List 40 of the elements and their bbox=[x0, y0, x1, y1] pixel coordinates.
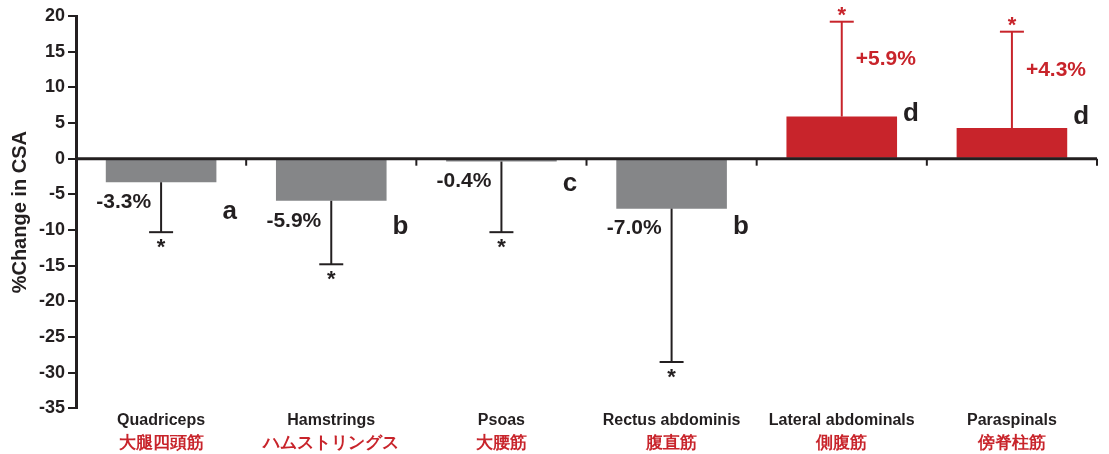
annotation: a bbox=[222, 195, 238, 226]
bar bbox=[275, 159, 387, 201]
data-label: -5.9% bbox=[266, 207, 322, 231]
y-tick-label: 15 bbox=[44, 40, 66, 61]
y-tick-label: -10 bbox=[39, 219, 66, 240]
y-tick-label: -30 bbox=[39, 361, 66, 382]
annotation: * bbox=[837, 1, 847, 27]
data-label: -0.4% bbox=[436, 168, 492, 192]
y-tick-label: 20 bbox=[44, 4, 66, 25]
annotation: c bbox=[562, 166, 578, 197]
category-label: Hamstrings ハムストリングス bbox=[263, 411, 400, 453]
category-label: Paraspinals 傍脊柱筋 bbox=[967, 411, 1057, 453]
category-label: Quadriceps 大腿四頭筋 bbox=[117, 411, 206, 453]
annotation: * bbox=[497, 234, 507, 260]
data-label: -3.3% bbox=[96, 189, 152, 213]
y-tick-label: -20 bbox=[39, 290, 66, 311]
annotation: * bbox=[667, 364, 677, 390]
annotation: * bbox=[326, 266, 336, 292]
annotation: d bbox=[1073, 100, 1090, 131]
y-tick-label: 0 bbox=[55, 147, 66, 168]
annotation: * bbox=[1007, 11, 1017, 37]
y-tick-label: 5 bbox=[55, 111, 66, 132]
data-label: +4.3% bbox=[1025, 57, 1087, 81]
y-tick-label: -15 bbox=[39, 254, 66, 275]
annotation: b bbox=[732, 209, 749, 240]
category-label: Rectus abdominis 腹直筋 bbox=[602, 411, 741, 453]
category-label: Lateral abdominals 側腹筋 bbox=[768, 411, 915, 453]
y-tick-label: -25 bbox=[39, 326, 66, 347]
annotation: b bbox=[392, 209, 409, 240]
y-tick-label: -35 bbox=[39, 397, 66, 418]
bar bbox=[616, 159, 727, 209]
data-label: +5.9% bbox=[855, 46, 917, 70]
annotation: d bbox=[903, 96, 919, 127]
y-tick-label: -5 bbox=[49, 183, 66, 204]
y-axis-title: %Change in CSA bbox=[7, 131, 30, 294]
annotation: * bbox=[156, 234, 166, 260]
data-label: -7.0% bbox=[606, 215, 662, 239]
category-label: Psoas 大腰筋 bbox=[475, 411, 527, 453]
y-tick-label: 10 bbox=[44, 76, 66, 97]
bar bbox=[105, 159, 217, 183]
